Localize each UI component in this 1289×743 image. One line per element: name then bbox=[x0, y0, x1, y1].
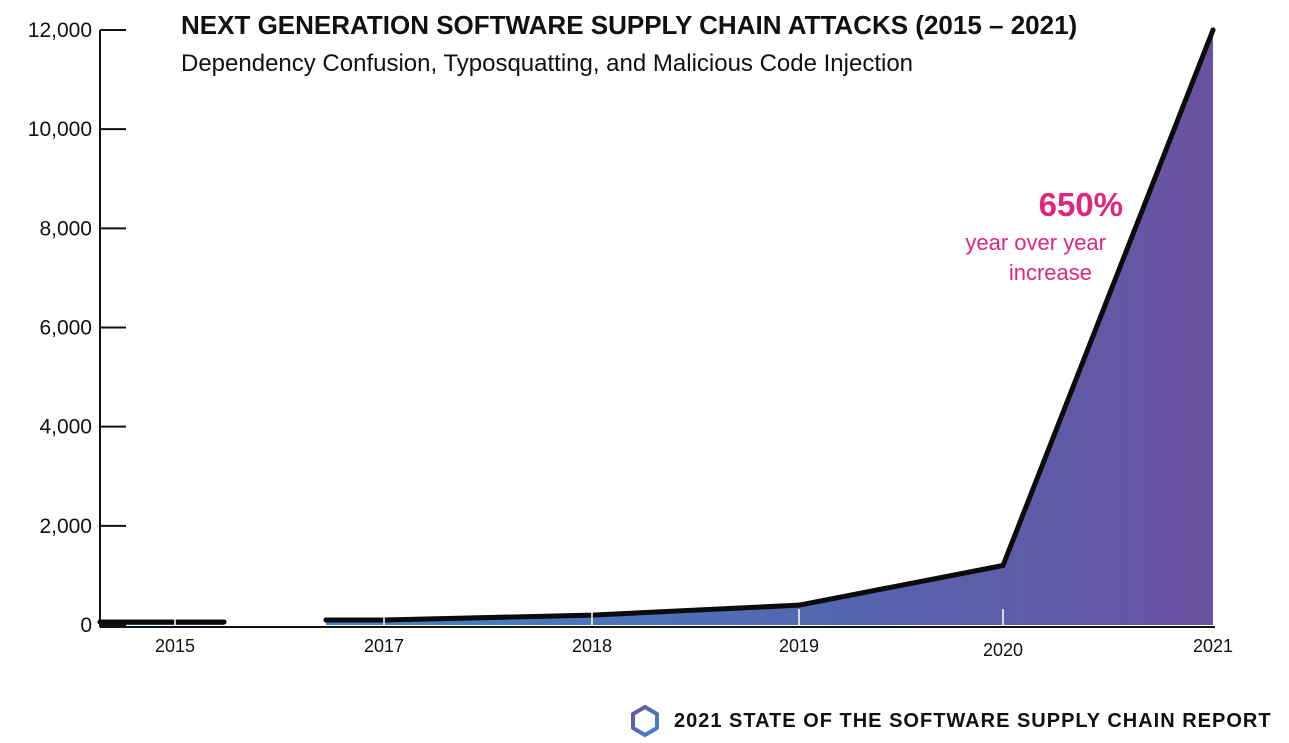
y-tick-label: 4,000 bbox=[39, 416, 92, 439]
area-series-segment-2 bbox=[326, 30, 1213, 625]
data-point bbox=[221, 619, 227, 625]
data-point bbox=[1210, 27, 1216, 33]
series-line-segment-2 bbox=[323, 27, 1216, 623]
y-tick-label: 6,000 bbox=[39, 317, 92, 340]
footer-branding: 2021 STATE OF THE SOFTWARE SUPPLY CHAIN … bbox=[630, 705, 1272, 737]
annotation-text: year over year increase bbox=[930, 228, 1106, 288]
x-tick-label: 2021 bbox=[1193, 636, 1233, 656]
hexagon-logo-icon bbox=[631, 705, 659, 737]
y-tick-label: 2,000 bbox=[39, 515, 92, 538]
y-tick-label: 12,000 bbox=[28, 19, 92, 42]
data-point bbox=[796, 602, 802, 608]
chart-title: NEXT GENERATION SOFTWARE SUPPLY CHAIN AT… bbox=[181, 10, 1078, 40]
y-tick-label: 10,000 bbox=[28, 118, 92, 141]
annotation-line-2: increase bbox=[1008, 260, 1092, 285]
data-point bbox=[97, 619, 103, 625]
x-tick-label: 2018 bbox=[572, 636, 612, 656]
annotation-line-1: year over year bbox=[965, 230, 1106, 255]
chart-subtitle: Dependency Confusion, Typosquatting, and… bbox=[181, 50, 914, 77]
data-point bbox=[1000, 563, 1006, 568]
x-tick-label: 2017 bbox=[364, 636, 404, 656]
annotation-percent: 650% bbox=[1038, 186, 1123, 223]
x-tick-label: 2020 bbox=[983, 640, 1023, 660]
y-tick-label: 0 bbox=[80, 614, 92, 637]
x-tick-label: 2019 bbox=[779, 636, 819, 656]
y-tick-label: 8,000 bbox=[39, 217, 92, 240]
footer-text: 2021 STATE OF THE SOFTWARE SUPPLY CHAIN … bbox=[674, 709, 1272, 732]
data-point bbox=[323, 617, 329, 623]
x-tick-label: 2015 bbox=[155, 636, 195, 656]
